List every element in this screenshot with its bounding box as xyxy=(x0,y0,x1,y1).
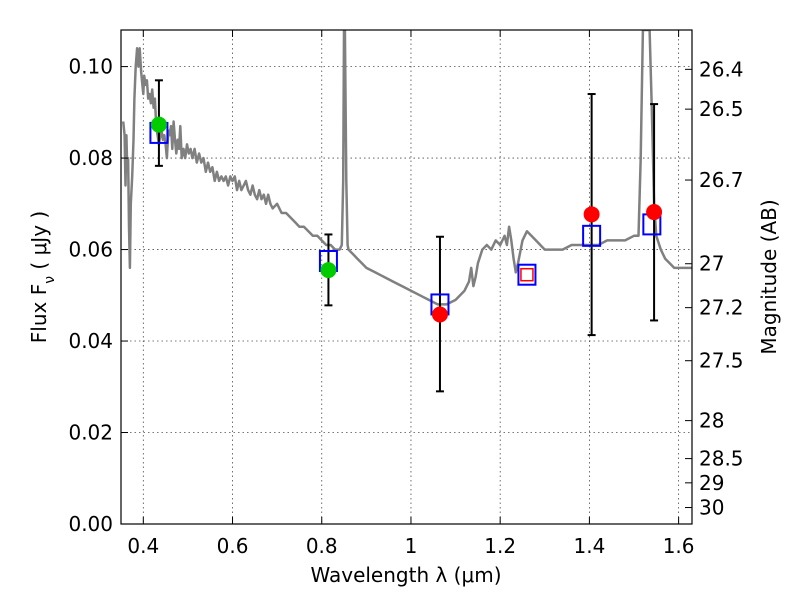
model-spectrum xyxy=(121,30,692,306)
photometry-point xyxy=(150,116,167,133)
model-flux-square xyxy=(582,224,602,247)
plot-frame xyxy=(120,29,693,525)
y-tick-label: 0.06 xyxy=(68,238,113,262)
x-tick-label: 1.2 xyxy=(484,534,516,558)
y-tick-label: 0.04 xyxy=(68,329,113,353)
photometry-point xyxy=(646,204,663,221)
photometry-point xyxy=(320,262,337,279)
y-tick-label: 0.10 xyxy=(68,55,113,79)
x-tick-label: 1.6 xyxy=(663,534,695,558)
y2-tick-label: 27 xyxy=(699,252,724,276)
spectrum-line xyxy=(121,30,692,306)
y-tick-label: 0.00 xyxy=(68,512,113,536)
photometry-point xyxy=(583,206,600,223)
axis-ticks: 0.4 0.6 0.8 1 1.2 1.4 1.6 0.00 0.02 0.04 0.06 0.08 0… xyxy=(68,30,744,558)
y2-tick-label: 30 xyxy=(699,496,724,520)
y2-axis-title: Magnitude (AB) xyxy=(757,199,781,354)
x-tick-label: 1 xyxy=(405,534,418,558)
x-tick-label: 0.8 xyxy=(306,534,338,558)
y2-tick-label: 29 xyxy=(699,471,724,495)
y2-tick-label: 26.4 xyxy=(699,57,744,81)
y-tick-label: 0.08 xyxy=(68,146,113,170)
x-axis-title: Wavelength λ (μm) xyxy=(310,563,501,587)
y2-tick-label: 28 xyxy=(699,409,724,433)
y2-tick-label: 26.5 xyxy=(699,97,744,121)
x-tick-label: 0.4 xyxy=(127,534,159,558)
model-flux-square xyxy=(517,263,537,286)
grid-lines xyxy=(121,30,692,525)
photometry-square xyxy=(520,267,534,282)
x-tick-label: 1.4 xyxy=(573,534,605,558)
x-tick-label: 0.6 xyxy=(217,534,249,558)
y-axis-title: Flux Fν ( μJy ) xyxy=(27,211,58,343)
y-tick-label: 0.02 xyxy=(68,421,113,445)
data-markers xyxy=(149,116,663,323)
y2-tick-label: 26.7 xyxy=(699,168,744,192)
y2-tick-label: 27.5 xyxy=(699,349,744,373)
y2-tick-label: 28.5 xyxy=(699,447,744,471)
y2-tick-label: 27.2 xyxy=(699,296,744,320)
photometry-point xyxy=(431,306,448,323)
